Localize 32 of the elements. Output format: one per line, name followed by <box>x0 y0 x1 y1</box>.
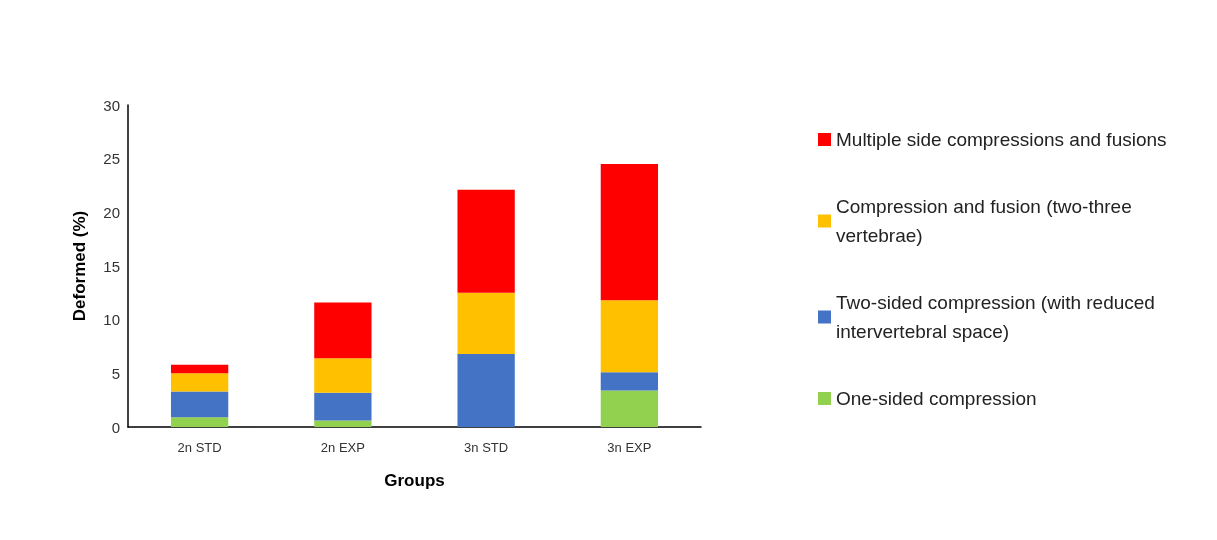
y-tick-label: 20 <box>103 203 120 221</box>
bar <box>170 417 229 427</box>
x-tick-label: 2n STD <box>177 440 222 455</box>
bar <box>314 420 372 427</box>
bar <box>457 292 515 355</box>
bar <box>600 164 659 301</box>
bar <box>457 189 515 293</box>
bar <box>170 364 229 374</box>
y-tick-label: 30 <box>103 96 120 114</box>
legend-label: Multiple side compressions and fusions <box>836 129 1167 150</box>
bar <box>600 390 659 427</box>
y-tick-label: 10 <box>103 311 120 329</box>
y-tick-label: 15 <box>103 257 120 275</box>
y-axis-title: Deformed (%) <box>70 210 89 322</box>
y-tick-label: 5 <box>111 364 120 382</box>
bar <box>314 392 372 421</box>
y-tick-label: 25 <box>103 150 120 168</box>
legend-label: Two-sided compression (with reduced intervertebral space) <box>836 292 1161 342</box>
bar <box>314 302 372 359</box>
bar <box>457 354 515 427</box>
bar <box>170 373 229 392</box>
x-axis-title: Groups <box>384 471 445 490</box>
legend-label: Compression and fusion (two-three vertebrae) <box>836 196 1137 246</box>
bar <box>314 358 372 393</box>
y-tick-label: 0 <box>111 418 120 436</box>
bar <box>170 391 229 418</box>
x-tick-label: 2n EXP <box>320 440 365 455</box>
bar <box>600 372 659 391</box>
x-tick-label: 3n EXP <box>607 440 652 455</box>
bar <box>600 300 659 373</box>
legend-label: One-sided compression <box>836 388 1037 409</box>
x-tick-label: 3n STD <box>464 440 509 455</box>
